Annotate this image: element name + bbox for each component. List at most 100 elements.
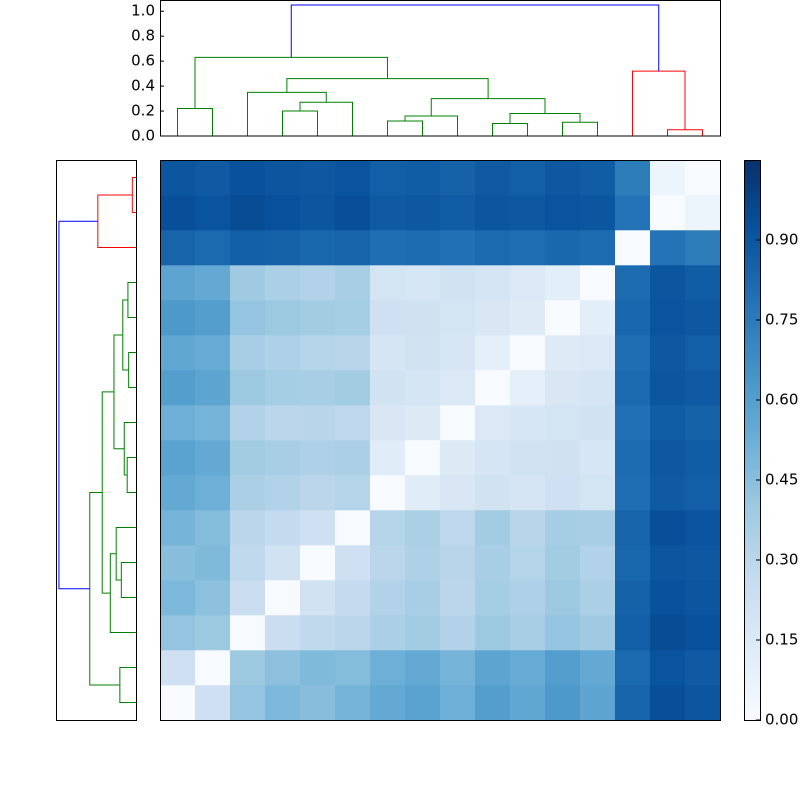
colorbar-tick-label: 0.00 [765,711,798,729]
heatmap-cell [545,685,581,721]
heatmap-cell [370,300,406,336]
colorbar-step [744,176,760,181]
heatmap-cell [300,195,336,231]
heatmap-cell [335,335,371,371]
colorbar-step [744,560,760,565]
colorbar-step [744,256,760,261]
heatmap-cell [545,440,581,476]
heatmap-cell [265,545,301,581]
colorbar-step [744,420,760,425]
heatmap-cell [160,265,196,301]
colorbar-step [744,516,760,521]
heatmap-cell [545,510,581,546]
heatmap-cell [370,615,406,651]
heatmap-cell [510,160,546,196]
colorbar-step [744,380,760,385]
heatmap-cell [370,685,406,721]
colorbar-step [744,548,760,553]
heatmap-cell [580,230,616,266]
heatmap-cell [230,580,266,616]
heatmap-cell [265,685,301,721]
colorbar-step [744,332,760,337]
heatmap-cell [160,650,196,686]
colorbar-step [744,564,760,569]
heatmap-cell [685,265,721,301]
heatmap-cell [615,685,651,721]
left-dendrogram-link [89,492,120,686]
heatmap-cell [615,195,651,231]
heatmap-cell [300,475,336,511]
heatmap-cell [650,195,686,231]
top-dendrogram-link [177,108,213,136]
top-dendrogram-link [667,129,703,136]
colorbar-step [744,572,760,577]
heatmap-cell [510,580,546,616]
colorbar-step [744,584,760,589]
heatmap-cell [650,650,686,686]
heatmap-cell [195,370,231,406]
heatmap-cell [265,160,301,196]
heatmap-cell [405,195,441,231]
heatmap-cell [650,230,686,266]
heatmap-cell [440,545,476,581]
heatmap-cell [475,370,511,406]
colorbar-step [744,668,760,673]
heatmap-cell [405,230,441,266]
heatmap-cell [370,475,406,511]
left-dendrogram-frame [56,160,137,721]
heatmap-cell [475,335,511,371]
left-dendrogram-link [109,553,136,633]
heatmap-cell [510,545,546,581]
colorbar-step [744,648,760,653]
heatmap-cell [300,510,336,546]
heatmap-cell [615,405,651,441]
left-dendrogram-link [123,422,136,476]
heatmap-cell [615,650,651,686]
heatmap-cell [685,615,721,651]
left-dendrogram-link [119,667,136,703]
colorbar-step [744,704,760,709]
heatmap-cell [615,545,651,581]
colorbar-step [744,376,760,381]
top-dendrogram-link [282,110,318,136]
heatmap-cell [405,685,441,721]
heatmap-cell [440,405,476,441]
colorbar-step [744,700,760,705]
colorbar-step [744,448,760,453]
heatmap-cell [300,580,336,616]
heatmap-cell [335,685,371,721]
heatmap-cell [545,370,581,406]
heatmap-cell [440,300,476,336]
heatmap-cell [160,510,196,546]
heatmap-cell [160,370,196,406]
heatmap-cell [300,650,336,686]
heatmap-cell [685,405,721,441]
colorbar-step [744,540,760,545]
heatmap-cell [475,230,511,266]
heatmap-cell [580,685,616,721]
colorbar-step [744,280,760,285]
colorbar-step [744,312,760,317]
colorbar-step [744,300,760,305]
colorbar-step [744,456,760,461]
colorbar-step [744,400,760,405]
colorbar-step [744,248,760,253]
colorbar-step [744,412,760,417]
colorbar-tick-label: 0.90 [765,231,798,249]
colorbar-step [744,588,760,593]
heatmap-cell [615,335,651,371]
heatmap-cell [335,580,371,616]
colorbar-step [744,484,760,489]
colorbar-step [744,688,760,693]
left-dendrogram-link [120,562,136,598]
colorbar-step [744,272,760,277]
colorbar-step [744,184,760,189]
heatmap-cell [265,615,301,651]
heatmap-cell [265,195,301,231]
top-dendrogram-link [299,101,353,136]
colorbar-step [744,284,760,289]
heatmap-cell [510,230,546,266]
heatmap-cell [230,230,266,266]
top-dendrogram-link [286,78,489,99]
heatmap-cell [335,300,371,336]
